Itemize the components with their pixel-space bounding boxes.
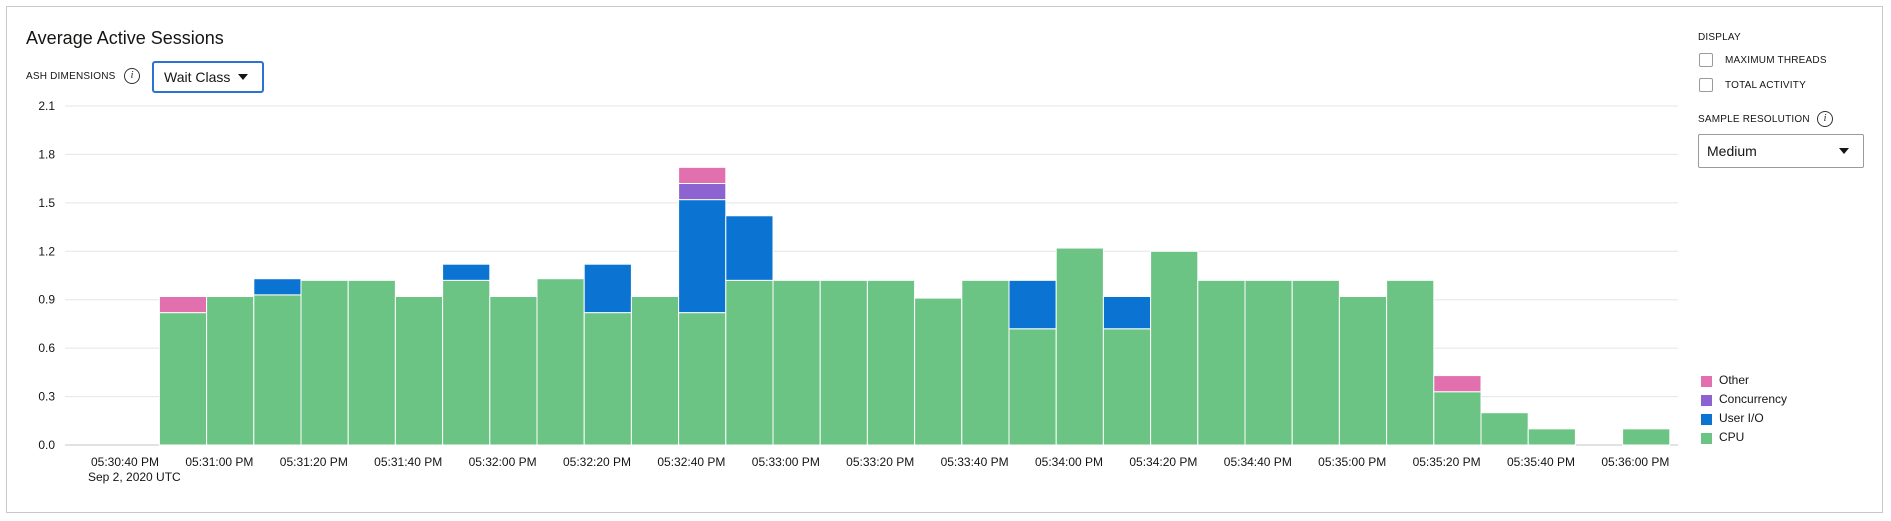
x-tick-label: 05:32:00 PM <box>469 455 537 469</box>
chevron-down-icon <box>238 74 248 80</box>
y-tick-label: 0.3 <box>38 390 55 404</box>
bar-segment-cpu[interactable] <box>1527 428 1576 446</box>
bar-segment-cpu[interactable] <box>1291 279 1340 446</box>
display-label: DISPLAY <box>1698 32 1741 43</box>
bar-segment-cpu[interactable] <box>1197 279 1246 446</box>
bar-segment-cpu[interactable] <box>1338 295 1388 446</box>
y-tick-label: 0.9 <box>38 293 55 307</box>
bar-segment-cpu[interactable] <box>1433 391 1482 446</box>
bar-segment-cpu[interactable] <box>583 312 632 446</box>
sample-resolution-label: SAMPLE RESOLUTION <box>1698 114 1810 125</box>
bar-segment-cpu[interactable] <box>866 279 916 446</box>
x-tick-label: 05:31:00 PM <box>185 455 253 469</box>
bar-segment-cpu[interactable] <box>394 295 444 446</box>
bar-segment-other[interactable] <box>158 295 208 314</box>
bar-segment-cpu[interactable] <box>300 279 349 446</box>
x-tick-label: 05:30:40 PM <box>91 455 159 469</box>
bar-segment-cpu[interactable] <box>158 312 208 446</box>
bar-segment-user-i-o[interactable] <box>442 263 491 281</box>
legend-label-user-io: User I/O <box>1719 411 1764 425</box>
bar-segment-cpu[interactable] <box>1480 412 1529 446</box>
total-activity-label: TOTAL ACTIVITY <box>1725 80 1806 91</box>
legend-swatch-user-io <box>1701 414 1712 425</box>
y-tick-label: 0.0 <box>38 438 55 452</box>
legend-swatch-other <box>1701 376 1712 387</box>
bar-segment-cpu[interactable] <box>819 279 868 446</box>
bar-segment-user-i-o[interactable] <box>725 215 774 281</box>
bar-segment-user-i-o[interactable] <box>1102 295 1152 330</box>
y-tick-label: 1.2 <box>38 244 55 258</box>
bar-segment-cpu[interactable] <box>1008 328 1057 446</box>
sample-resolution-value: Medium <box>1707 143 1757 159</box>
bar-segment-cpu[interactable] <box>630 295 680 446</box>
x-axis-date-label: Sep 2, 2020 UTC <box>88 470 181 484</box>
bar-segment-cpu[interactable] <box>678 312 727 446</box>
bar-segment-user-i-o[interactable] <box>583 263 632 314</box>
x-tick-label: 05:36:00 PM <box>1601 455 1669 469</box>
x-tick-label: 05:35:00 PM <box>1318 455 1386 469</box>
info-icon[interactable]: i <box>1817 111 1833 127</box>
page-title: Average Active Sessions <box>26 28 224 48</box>
bar-segment-other[interactable] <box>1433 375 1482 393</box>
bar-segment-cpu[interactable] <box>1386 279 1435 446</box>
x-tick-label: 05:33:40 PM <box>941 455 1009 469</box>
y-tick-label: 1.5 <box>38 196 55 210</box>
bar-segment-cpu[interactable] <box>347 279 396 446</box>
x-tick-label: 05:33:20 PM <box>846 455 914 469</box>
bar-segment-user-i-o[interactable] <box>678 199 727 314</box>
legend-label-concurrency: Concurrency <box>1719 392 1788 406</box>
bar-segment-cpu[interactable] <box>772 279 821 446</box>
legend-swatch-concurrency <box>1701 395 1712 406</box>
bar-segment-cpu[interactable] <box>961 279 1010 446</box>
legend-swatch-cpu <box>1701 433 1712 444</box>
bar-segment-cpu[interactable] <box>1150 250 1199 446</box>
x-tick-label: 05:31:40 PM <box>374 455 442 469</box>
legend-label-other: Other <box>1719 373 1750 387</box>
bar-segment-cpu[interactable] <box>1102 328 1152 446</box>
bar-segment-cpu[interactable] <box>442 279 491 446</box>
bar-segment-cpu[interactable] <box>914 297 963 446</box>
bar-segment-cpu[interactable] <box>206 295 255 446</box>
bar-segment-cpu[interactable] <box>489 295 538 446</box>
maximum-threads-label: MAXIMUM THREADS <box>1725 55 1827 66</box>
wait-class-value: Wait Class <box>164 69 231 85</box>
bar-segment-cpu[interactable] <box>253 294 302 446</box>
bar-segment-other[interactable] <box>678 166 727 184</box>
sample-resolution-dropdown[interactable]: Medium <box>1698 134 1864 168</box>
legend-label-cpu: CPU <box>1719 430 1745 444</box>
x-tick-label: 05:33:00 PM <box>752 455 820 469</box>
bar-segment-cpu[interactable] <box>1244 279 1293 446</box>
ash-dimensions-label: ASH DIMENSIONS <box>26 71 116 82</box>
info-icon[interactable]: i <box>124 68 140 84</box>
x-tick-label: 05:34:00 PM <box>1035 455 1103 469</box>
bar-segment-cpu[interactable] <box>536 278 585 446</box>
x-tick-label: 05:32:20 PM <box>563 455 631 469</box>
bar-segment-cpu[interactable] <box>1622 428 1671 446</box>
bar-segment-concurrency[interactable] <box>678 182 727 201</box>
x-tick-label: 05:34:40 PM <box>1224 455 1292 469</box>
bar-segment-cpu[interactable] <box>725 279 774 446</box>
wait-class-dropdown[interactable]: Wait Class <box>152 61 264 93</box>
y-tick-label: 0.6 <box>38 341 55 355</box>
bar-segment-cpu[interactable] <box>1055 247 1104 446</box>
x-tick-label: 05:31:20 PM <box>280 455 348 469</box>
chevron-down-icon <box>1839 148 1849 154</box>
x-tick-label: 05:34:20 PM <box>1129 455 1197 469</box>
bar-segment-user-i-o[interactable] <box>253 278 302 296</box>
x-tick-label: 05:35:40 PM <box>1507 455 1575 469</box>
y-tick-label: 1.8 <box>38 147 55 161</box>
total-activity-checkbox[interactable] <box>1699 78 1713 92</box>
y-tick-label: 2.1 <box>38 99 55 113</box>
x-tick-label: 05:35:20 PM <box>1413 455 1481 469</box>
bar-segment-user-i-o[interactable] <box>1008 279 1057 330</box>
x-tick-label: 05:32:40 PM <box>657 455 725 469</box>
maximum-threads-checkbox[interactable] <box>1699 53 1713 67</box>
